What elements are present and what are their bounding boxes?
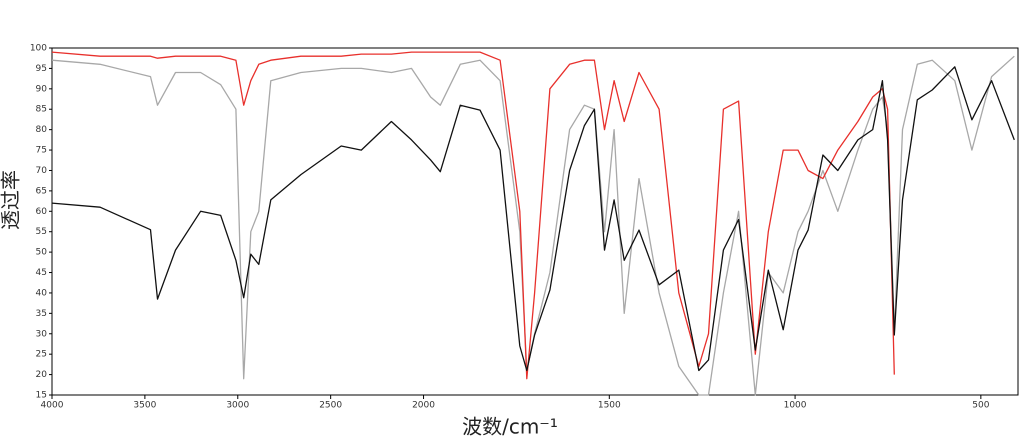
- y-tick-label: 90: [36, 84, 48, 94]
- y-tick-label: 20: [36, 370, 48, 380]
- x-tick-label: 1500: [598, 401, 621, 411]
- y-tick-label: 25: [36, 350, 47, 360]
- y-tick-label: 30: [36, 329, 48, 339]
- x-tick-label: 1000: [784, 401, 807, 411]
- x-tick-label: 2000: [412, 401, 435, 411]
- y-tick-label: 85: [36, 105, 47, 115]
- y-tick-label: 45: [36, 268, 47, 278]
- y-tick-label: 50: [36, 248, 48, 258]
- spectrum-line: [51, 66, 1015, 372]
- plot-frame: [51, 47, 1019, 396]
- x-tick-label: 4000: [41, 401, 64, 411]
- y-tick-label: 75: [36, 146, 47, 156]
- x-tick-label: 3500: [133, 401, 156, 411]
- x-tick-label: 500: [972, 401, 989, 411]
- spectrum-line: [51, 51, 895, 380]
- y-tick-label: 70: [36, 166, 48, 176]
- y-tick-label: 35: [36, 309, 47, 319]
- y-axis-label: 透过率: [0, 170, 23, 230]
- y-tick-label: 55: [36, 227, 47, 237]
- y-tick-label: 65: [36, 186, 47, 196]
- y-tick-label: 15: [36, 391, 47, 401]
- y-tick-label: 80: [36, 125, 48, 135]
- y-tick-label: 40: [36, 288, 48, 298]
- x-tick-label: 2500: [319, 401, 342, 411]
- x-tick-label: 3000: [226, 401, 249, 411]
- y-tick-label: 60: [36, 207, 48, 217]
- y-tick-label: 95: [36, 64, 47, 74]
- x-axis-label: 波数/cm⁻¹: [462, 415, 558, 439]
- y-tick-label: 100: [30, 44, 47, 54]
